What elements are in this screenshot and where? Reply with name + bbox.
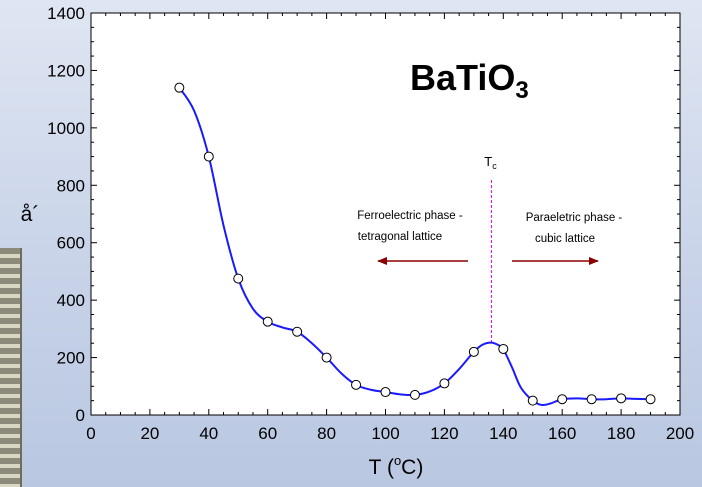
data-point [498, 343, 509, 354]
x-axis-title-main: T ( [369, 456, 394, 479]
x-tick-label: 0 [86, 424, 95, 443]
data-point [292, 326, 303, 337]
x-axis-title-end: C) [401, 456, 423, 479]
y-tick-label: 1400 [47, 4, 85, 23]
film-strip-decoration [0, 248, 22, 487]
tc-label-sub: c [492, 161, 497, 171]
y-tick-label: 800 [57, 176, 85, 195]
x-tick-label: 200 [666, 424, 694, 443]
y-tick-label: 600 [57, 234, 85, 253]
x-tick-label: 180 [607, 424, 635, 443]
data-point [351, 379, 362, 390]
tc-label-main: T [484, 154, 492, 169]
ferro-label-line1: Ferroelectric phase - [357, 210, 463, 222]
x-tick-label: 80 [317, 424, 336, 443]
data-point [645, 394, 656, 405]
data-point [380, 387, 391, 398]
plot-area [90, 12, 681, 416]
x-tick-label: 20 [140, 424, 159, 443]
chart-title-main: BaTiO [410, 57, 515, 98]
x-tick-label: 60 [258, 424, 277, 443]
data-point [321, 352, 332, 363]
y-tick-label: 400 [57, 291, 85, 310]
data-point [174, 82, 185, 93]
y-tick-label: 1200 [47, 61, 85, 80]
data-point [409, 389, 420, 400]
y-tick-label: 200 [57, 349, 85, 368]
data-point [557, 394, 568, 405]
x-tick-label: 160 [548, 424, 576, 443]
data-markers [174, 82, 656, 406]
tick-labels: 0 20 40 60 80 100 120 140 160 180 200 0 200 400 600 800… [47, 4, 694, 443]
data-point [203, 151, 214, 162]
ferro-label-line2: tetragonal lattice [358, 231, 442, 243]
para-label-line2: cubic lattice [535, 233, 595, 245]
x-axis-title: T (oC) [369, 453, 424, 479]
y-tick-label: 0 [76, 406, 85, 425]
data-point [468, 346, 479, 357]
x-axis-title-sup: o [394, 453, 401, 468]
chart-title-sub: 3 [515, 77, 528, 104]
para-label-line1: Paraeletric phase - [526, 212, 623, 224]
data-point [527, 395, 538, 406]
x-tick-label: 40 [199, 424, 218, 443]
data-point [233, 273, 244, 284]
x-tick-label: 140 [489, 424, 517, 443]
x-tick-label: 100 [371, 424, 399, 443]
tc-label: Tc [484, 154, 497, 171]
data-point [262, 316, 273, 327]
y-axis-title: å´ [21, 203, 40, 226]
data-point [586, 394, 597, 405]
data-point [616, 393, 627, 404]
x-tick-label: 120 [430, 424, 458, 443]
axis-ticks [90, 12, 681, 416]
data-point [439, 378, 450, 389]
chart-title: BaTiO3 [410, 57, 529, 104]
y-tick-label: 1000 [47, 119, 85, 138]
